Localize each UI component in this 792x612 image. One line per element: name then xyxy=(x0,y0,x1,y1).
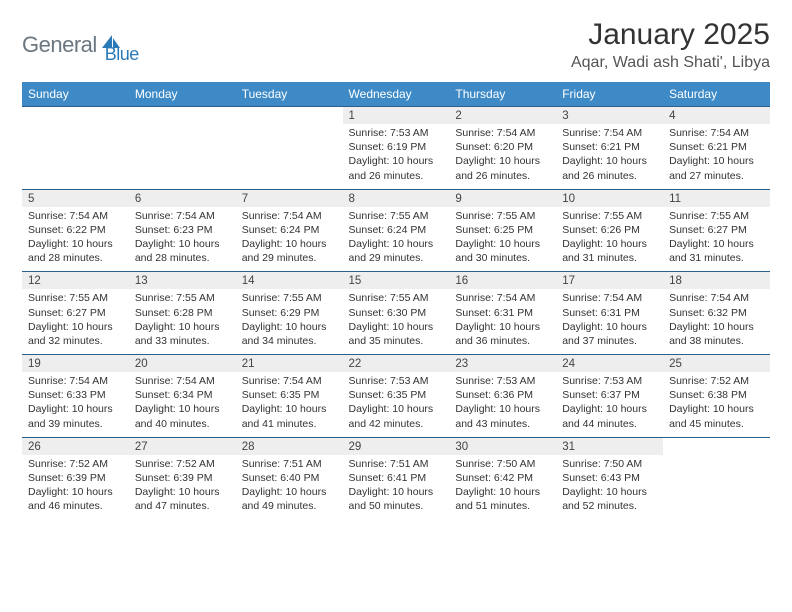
day-detail-cell: Sunrise: 7:55 AMSunset: 6:24 PMDaylight:… xyxy=(343,207,450,272)
day-number-cell: 17 xyxy=(556,272,663,290)
day-number-row: 19202122232425 xyxy=(22,355,770,373)
day-detail-cell: Sunrise: 7:54 AMSunset: 6:31 PMDaylight:… xyxy=(556,289,663,354)
day-number-cell: 10 xyxy=(556,189,663,207)
day-number-row: 567891011 xyxy=(22,189,770,207)
day-detail-cell: Sunrise: 7:52 AMSunset: 6:38 PMDaylight:… xyxy=(663,372,770,437)
day-detail-cell: Sunrise: 7:52 AMSunset: 6:39 PMDaylight:… xyxy=(129,455,236,520)
day-detail-cell: Sunrise: 7:54 AMSunset: 6:24 PMDaylight:… xyxy=(236,207,343,272)
day-number-cell: 31 xyxy=(556,437,663,455)
day-number-cell: 16 xyxy=(449,272,556,290)
day-number-cell: 20 xyxy=(129,355,236,373)
day-detail-cell: Sunrise: 7:54 AMSunset: 6:35 PMDaylight:… xyxy=(236,372,343,437)
day-detail-cell: Sunrise: 7:55 AMSunset: 6:27 PMDaylight:… xyxy=(663,207,770,272)
day-number-cell: 8 xyxy=(343,189,450,207)
day-detail-cell: Sunrise: 7:55 AMSunset: 6:27 PMDaylight:… xyxy=(22,289,129,354)
calendar-table: Sunday Monday Tuesday Wednesday Thursday… xyxy=(22,82,770,519)
day-number-cell: 23 xyxy=(449,355,556,373)
day-detail-cell xyxy=(663,455,770,520)
day-number-row: 12131415161718 xyxy=(22,272,770,290)
day-detail-cell xyxy=(129,124,236,189)
day-detail-cell: Sunrise: 7:54 AMSunset: 6:33 PMDaylight:… xyxy=(22,372,129,437)
weekday-header-row: Sunday Monday Tuesday Wednesday Thursday… xyxy=(22,82,770,107)
day-number-row: 1234 xyxy=(22,107,770,125)
weekday-header: Saturday xyxy=(663,82,770,107)
day-detail-cell: Sunrise: 7:54 AMSunset: 6:21 PMDaylight:… xyxy=(663,124,770,189)
day-number-cell: 14 xyxy=(236,272,343,290)
day-number-cell: 27 xyxy=(129,437,236,455)
day-detail-row: Sunrise: 7:52 AMSunset: 6:39 PMDaylight:… xyxy=(22,455,770,520)
day-detail-cell: Sunrise: 7:54 AMSunset: 6:31 PMDaylight:… xyxy=(449,289,556,354)
day-number-cell: 24 xyxy=(556,355,663,373)
day-detail-cell: Sunrise: 7:55 AMSunset: 6:28 PMDaylight:… xyxy=(129,289,236,354)
day-number-cell: 3 xyxy=(556,107,663,125)
day-detail-cell: Sunrise: 7:54 AMSunset: 6:32 PMDaylight:… xyxy=(663,289,770,354)
day-number-cell: 4 xyxy=(663,107,770,125)
weekday-header: Tuesday xyxy=(236,82,343,107)
day-number-cell xyxy=(663,437,770,455)
day-detail-cell: Sunrise: 7:53 AMSunset: 6:37 PMDaylight:… xyxy=(556,372,663,437)
day-number-cell: 19 xyxy=(22,355,129,373)
day-detail-row: Sunrise: 7:54 AMSunset: 6:33 PMDaylight:… xyxy=(22,372,770,437)
day-detail-cell: Sunrise: 7:52 AMSunset: 6:39 PMDaylight:… xyxy=(22,455,129,520)
month-title: January 2025 xyxy=(571,18,770,52)
day-detail-cell xyxy=(236,124,343,189)
day-number-cell: 12 xyxy=(22,272,129,290)
day-number-cell: 9 xyxy=(449,189,556,207)
day-number-cell: 2 xyxy=(449,107,556,125)
weekday-header: Friday xyxy=(556,82,663,107)
weekday-header: Monday xyxy=(129,82,236,107)
logo-text-general: General xyxy=(22,32,97,58)
day-detail-row: Sunrise: 7:54 AMSunset: 6:22 PMDaylight:… xyxy=(22,207,770,272)
day-number-cell: 25 xyxy=(663,355,770,373)
day-detail-cell: Sunrise: 7:54 AMSunset: 6:34 PMDaylight:… xyxy=(129,372,236,437)
day-number-cell xyxy=(129,107,236,125)
day-detail-cell: Sunrise: 7:51 AMSunset: 6:40 PMDaylight:… xyxy=(236,455,343,520)
day-number-cell xyxy=(236,107,343,125)
day-number-cell: 11 xyxy=(663,189,770,207)
day-detail-cell: Sunrise: 7:50 AMSunset: 6:43 PMDaylight:… xyxy=(556,455,663,520)
day-detail-cell: Sunrise: 7:50 AMSunset: 6:42 PMDaylight:… xyxy=(449,455,556,520)
weekday-header: Wednesday xyxy=(343,82,450,107)
day-detail-cell: Sunrise: 7:55 AMSunset: 6:30 PMDaylight:… xyxy=(343,289,450,354)
header: General Blue January 2025 Aqar, Wadi ash… xyxy=(22,18,770,72)
day-number-cell: 18 xyxy=(663,272,770,290)
day-number-cell: 30 xyxy=(449,437,556,455)
day-number-cell: 13 xyxy=(129,272,236,290)
day-detail-cell: Sunrise: 7:54 AMSunset: 6:20 PMDaylight:… xyxy=(449,124,556,189)
day-detail-cell: Sunrise: 7:54 AMSunset: 6:21 PMDaylight:… xyxy=(556,124,663,189)
day-detail-cell: Sunrise: 7:54 AMSunset: 6:23 PMDaylight:… xyxy=(129,207,236,272)
day-detail-cell: Sunrise: 7:55 AMSunset: 6:29 PMDaylight:… xyxy=(236,289,343,354)
day-detail-cell: Sunrise: 7:55 AMSunset: 6:25 PMDaylight:… xyxy=(449,207,556,272)
weekday-header: Sunday xyxy=(22,82,129,107)
day-number-row: 262728293031 xyxy=(22,437,770,455)
day-detail-cell: Sunrise: 7:53 AMSunset: 6:35 PMDaylight:… xyxy=(343,372,450,437)
title-block: January 2025 Aqar, Wadi ash Shati', Liby… xyxy=(571,18,770,72)
day-detail-cell: Sunrise: 7:51 AMSunset: 6:41 PMDaylight:… xyxy=(343,455,450,520)
day-detail-cell: Sunrise: 7:53 AMSunset: 6:19 PMDaylight:… xyxy=(343,124,450,189)
day-number-cell: 29 xyxy=(343,437,450,455)
location: Aqar, Wadi ash Shati', Libya xyxy=(571,54,770,72)
day-number-cell: 28 xyxy=(236,437,343,455)
day-detail-cell: Sunrise: 7:55 AMSunset: 6:26 PMDaylight:… xyxy=(556,207,663,272)
day-number-cell: 26 xyxy=(22,437,129,455)
day-detail-row: Sunrise: 7:55 AMSunset: 6:27 PMDaylight:… xyxy=(22,289,770,354)
day-number-cell xyxy=(22,107,129,125)
day-number-cell: 6 xyxy=(129,189,236,207)
logo-text-blue: Blue xyxy=(105,44,139,65)
day-detail-cell xyxy=(22,124,129,189)
day-detail-cell: Sunrise: 7:53 AMSunset: 6:36 PMDaylight:… xyxy=(449,372,556,437)
weekday-header: Thursday xyxy=(449,82,556,107)
day-number-cell: 1 xyxy=(343,107,450,125)
day-number-cell: 15 xyxy=(343,272,450,290)
day-number-cell: 5 xyxy=(22,189,129,207)
day-detail-row: Sunrise: 7:53 AMSunset: 6:19 PMDaylight:… xyxy=(22,124,770,189)
day-detail-cell: Sunrise: 7:54 AMSunset: 6:22 PMDaylight:… xyxy=(22,207,129,272)
logo: General Blue xyxy=(22,18,139,65)
day-number-cell: 22 xyxy=(343,355,450,373)
day-number-cell: 21 xyxy=(236,355,343,373)
day-number-cell: 7 xyxy=(236,189,343,207)
